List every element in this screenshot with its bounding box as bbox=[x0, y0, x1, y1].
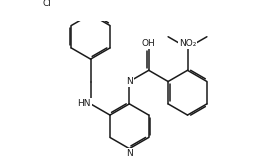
Text: N: N bbox=[126, 149, 133, 158]
Text: HN: HN bbox=[77, 99, 91, 108]
Text: OH: OH bbox=[142, 39, 155, 48]
Text: Cl: Cl bbox=[43, 0, 52, 8]
Text: NO₂: NO₂ bbox=[179, 39, 196, 48]
Text: N: N bbox=[126, 77, 133, 86]
